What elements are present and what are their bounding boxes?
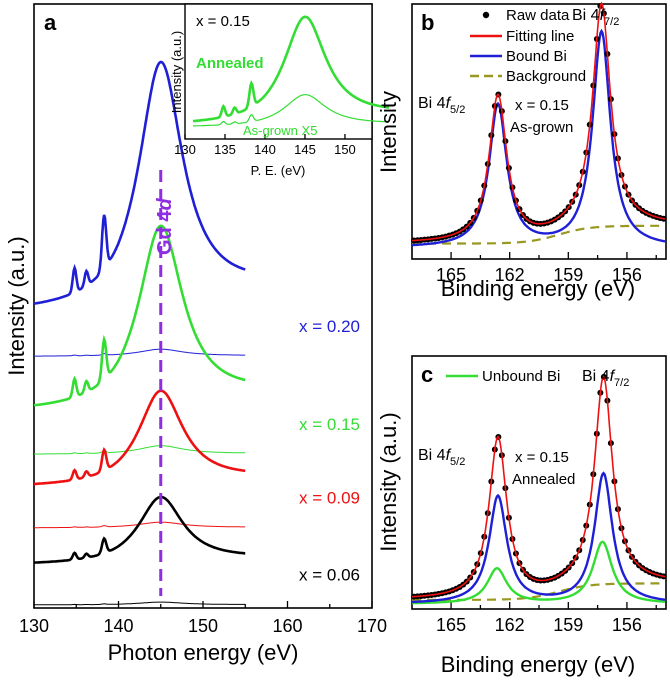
panel-c-ylabel: Intensity (a.u.) [376, 412, 401, 551]
a-tick-label-140: 140 [103, 616, 133, 636]
panel-b: b 165 162 159 156 Raw data Fitting line Bou… [376, 1, 667, 301]
legend-fitting-line: Fitting line [506, 28, 574, 45]
b-bound-line [412, 28, 666, 247]
panel-c: c 165 162 159 156 Unbound Bi Bi 4f5/2 Bi 4f… [376, 355, 667, 677]
panel-b-peak-7-2-ital: f [600, 7, 606, 24]
c-tick-label-165: 165 [436, 615, 466, 635]
panel-b-annotation-x: x = 0.15 [515, 97, 569, 114]
c-tick-label-159: 159 [553, 615, 583, 635]
a-series-label-3: x = 0.06 [299, 566, 360, 585]
c-unbound-line [412, 540, 665, 605]
panel-b-ticks: 165 162 159 156 [436, 252, 657, 285]
legend-unbound-bi: Unbound Bi [482, 368, 560, 385]
c-background-line [412, 582, 665, 601]
inset-series-line-1 [193, 93, 389, 127]
panel-c-ticks: 165 162 159 156 [436, 602, 657, 635]
panel-c-letter: c [421, 362, 433, 387]
gd-4d-label-main: Gd 4 [154, 210, 176, 255]
inset-tick-label-150: 150 [334, 142, 356, 157]
panel-a: a 130 140 150 160 170 x = 0.20x = 0.15x = 0.… [4, 3, 390, 665]
a-series-line-2 [33, 389, 246, 486]
inset-asgrown-label: As-grown X5 [243, 123, 317, 138]
panel-b-series [410, 1, 667, 247]
a-series-thin-3 [34, 601, 246, 606]
inset-ylabel: Intensity (a.u.) [169, 31, 184, 113]
a-series-label-0: x = 0.20 [299, 317, 360, 336]
panel-c-peak-5-2-main: Bi 4 [418, 447, 446, 464]
a-series-label-2: x = 0.09 [299, 489, 360, 508]
inset-xlabel: P. E. (eV) [251, 163, 306, 178]
panel-b-peak-5-2-sub: 5/2 [450, 104, 465, 116]
panel-a-xlabel: Photon energy (eV) [108, 640, 299, 665]
panel-b-peak-label-5-2: Bi 4f5/2 [418, 95, 465, 116]
c-bound-line [412, 471, 666, 604]
a-tick-label-150: 150 [188, 616, 218, 636]
a-series-line-0 [33, 60, 246, 305]
b-fit-line [411, 1, 666, 242]
b-tick-label-156: 156 [612, 265, 642, 285]
legend-raw-data: Raw data [506, 7, 570, 24]
panel-b-ylabel: Intensity [376, 91, 401, 173]
panel-b-peak-5-2-ital: f [446, 95, 452, 112]
inset-annotation: x = 0.15 [196, 13, 250, 30]
a-tick-label-160: 160 [272, 616, 302, 636]
panel-b-xlabel: Binding energy (eV) [441, 276, 635, 301]
c-tick-label-156: 156 [612, 615, 642, 635]
inset-series [192, 15, 390, 127]
panel-a-ylabel: Intensity (a.u.) [4, 236, 29, 375]
panel-a-series: x = 0.20 x = 0.15 x = 0.09 x = 0.06 [33, 60, 360, 606]
gd-4d-label: Gd 4d [154, 198, 176, 255]
panel-c-peak-7-2-ital: f [610, 368, 616, 385]
a-series-line-1 [33, 224, 246, 407]
panel-a-inset: 130 135 140 145 150 x = 0.15 Annealed As-gro… [169, 3, 390, 178]
legend-bound-bi: Bound Bi [506, 48, 567, 65]
panel-c-peak-5-2-sub: 5/2 [450, 456, 465, 468]
panel-c-series [410, 373, 667, 605]
panel-c-xlabel: Binding energy (eV) [441, 652, 635, 677]
panel-b-letter: b [421, 10, 434, 35]
b-tick-label-159: 159 [553, 265, 583, 285]
panel-c-annotation-x: x = 0.15 [515, 449, 569, 466]
panel-b-annotation-state: As-grown [510, 119, 573, 136]
inset-tick-label-145: 145 [294, 142, 316, 157]
panel-a-ticks: 130 140 150 160 170 [19, 601, 387, 636]
inset-tick-label-140: 140 [254, 142, 276, 157]
panel-c-peak-label-7-2: Bi 4f7/2 [582, 368, 629, 389]
c-fit-line [411, 375, 666, 598]
panel-c-peak-7-2-main: Bi 4 [582, 368, 610, 385]
gd-4d-label-ital: d [154, 198, 176, 211]
legend-raw-marker [482, 11, 490, 19]
inset-tick-label-135: 135 [214, 142, 236, 157]
a-series-line-3 [34, 495, 246, 564]
c-tick-label-162: 162 [495, 615, 525, 635]
a-series-thin-0 [34, 348, 246, 357]
panel-c-annotation-state: Annealed [512, 471, 575, 488]
panel-b-peak-5-2-main: Bi 4 [418, 95, 446, 112]
legend-background: Background [506, 68, 586, 85]
a-tick-label-130: 130 [19, 616, 49, 636]
inset-ticks: 130 135 140 145 150 [174, 134, 356, 157]
panel-c-peak-7-2-sub: 7/2 [614, 377, 629, 389]
panel-a-letter: a [44, 10, 57, 35]
a-series-label-1: x = 0.15 [299, 415, 360, 434]
panel-c-peak-label-5-2: Bi 4f5/2 [418, 447, 465, 468]
b-background-line [412, 224, 665, 245]
panel-b-peak-7-2-sub: 7/2 [604, 16, 619, 28]
inset-tick-label-130: 130 [174, 142, 196, 157]
inset-series-line-0 [192, 15, 390, 123]
a-tick-label-170: 170 [357, 616, 387, 636]
panel-c-peak-5-2-ital: f [446, 447, 452, 464]
panel-b-legend: Raw data Fitting line Bound Bi Backgroun… [470, 7, 586, 85]
b-tick-label-162: 162 [495, 265, 525, 285]
a-series-thin-1 [34, 445, 246, 455]
panel-b-peak-label-7-2: Bi 4f7/2 [572, 7, 619, 28]
panel-b-peak-7-2-main: Bi 4 [572, 7, 600, 24]
b-tick-label-165: 165 [436, 265, 466, 285]
inset-annealed-label: Annealed [196, 55, 264, 72]
